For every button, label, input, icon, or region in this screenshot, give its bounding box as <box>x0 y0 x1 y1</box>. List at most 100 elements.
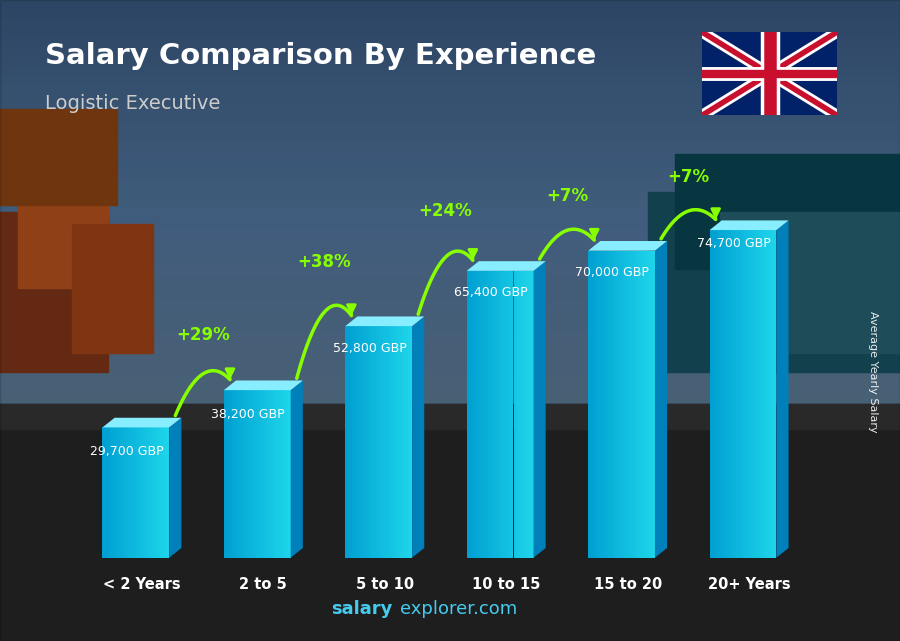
Bar <box>730 230 732 558</box>
Bar <box>644 251 646 558</box>
Bar <box>732 230 734 558</box>
Bar <box>482 271 484 558</box>
Bar <box>229 390 230 558</box>
Bar <box>266 390 268 558</box>
Polygon shape <box>467 261 545 271</box>
Bar <box>381 326 383 558</box>
Bar <box>363 326 365 558</box>
Text: 74,700 GBP: 74,700 GBP <box>697 237 770 250</box>
Bar <box>151 428 154 558</box>
Polygon shape <box>655 241 667 558</box>
Bar <box>352 326 355 558</box>
Text: 52,800 GBP: 52,800 GBP <box>333 342 406 354</box>
Bar <box>284 390 286 558</box>
Bar <box>145 428 147 558</box>
Bar <box>235 390 238 558</box>
Bar <box>167 428 169 558</box>
Bar <box>606 251 608 558</box>
Bar <box>239 390 242 558</box>
Bar <box>765 230 768 558</box>
Bar <box>590 251 592 558</box>
Bar <box>390 326 392 558</box>
Text: Average Yearly Salary: Average Yearly Salary <box>868 311 878 433</box>
Bar <box>610 251 613 558</box>
Bar <box>138 428 140 558</box>
Bar <box>131 428 133 558</box>
Bar <box>121 428 122 558</box>
Bar <box>480 271 482 558</box>
Bar <box>745 230 748 558</box>
Bar <box>403 326 405 558</box>
Bar <box>405 326 408 558</box>
Bar <box>280 390 282 558</box>
Bar <box>250 390 253 558</box>
Bar <box>502 271 505 558</box>
Text: salary: salary <box>331 600 392 618</box>
Bar <box>156 428 158 558</box>
Polygon shape <box>709 221 788 230</box>
Bar <box>709 230 712 558</box>
Bar <box>615 251 617 558</box>
Bar <box>399 326 401 558</box>
Bar <box>244 390 247 558</box>
Bar <box>604 251 606 558</box>
Bar <box>473 271 476 558</box>
Bar <box>518 271 520 558</box>
Polygon shape <box>589 241 667 251</box>
Bar <box>613 251 615 558</box>
Bar <box>496 271 498 558</box>
Bar <box>597 251 599 558</box>
Bar <box>622 251 624 558</box>
Bar <box>633 251 634 558</box>
Bar <box>154 428 156 558</box>
Text: explorer.com: explorer.com <box>400 600 517 618</box>
Bar <box>116 428 118 558</box>
Text: < 2 Years: < 2 Years <box>104 578 181 592</box>
Bar <box>718 230 721 558</box>
Bar <box>734 230 736 558</box>
Bar <box>277 390 280 558</box>
Bar <box>716 230 718 558</box>
Bar <box>500 271 502 558</box>
Bar <box>268 390 271 558</box>
Bar <box>355 326 356 558</box>
Text: 15 to 20: 15 to 20 <box>593 578 662 592</box>
Bar <box>0 109 117 205</box>
Bar <box>514 271 516 558</box>
Bar <box>226 390 229 558</box>
Bar <box>595 251 597 558</box>
Bar <box>107 428 109 558</box>
Bar <box>522 271 525 558</box>
Bar <box>529 271 531 558</box>
Polygon shape <box>169 418 182 558</box>
Bar <box>723 230 725 558</box>
Bar <box>286 390 289 558</box>
Bar <box>160 428 163 558</box>
Polygon shape <box>103 418 182 428</box>
Bar <box>392 326 394 558</box>
Bar <box>163 428 165 558</box>
Text: 20+ Years: 20+ Years <box>707 578 790 592</box>
Bar <box>727 230 730 558</box>
Bar <box>589 251 590 558</box>
Text: +7%: +7% <box>546 187 588 204</box>
Bar <box>712 230 714 558</box>
Bar <box>774 230 777 558</box>
Bar <box>770 230 772 558</box>
Bar <box>255 390 257 558</box>
Bar <box>224 390 226 558</box>
Bar <box>242 390 244 558</box>
Bar <box>760 230 763 558</box>
Bar <box>763 230 765 558</box>
Bar <box>136 428 138 558</box>
Bar <box>140 428 142 558</box>
Text: +29%: +29% <box>176 326 230 344</box>
Bar <box>397 326 399 558</box>
Bar <box>651 251 652 558</box>
Bar <box>491 271 493 558</box>
Bar <box>478 271 480 558</box>
Bar <box>158 428 160 558</box>
Bar <box>646 251 648 558</box>
Polygon shape <box>291 381 302 558</box>
Bar <box>109 428 112 558</box>
